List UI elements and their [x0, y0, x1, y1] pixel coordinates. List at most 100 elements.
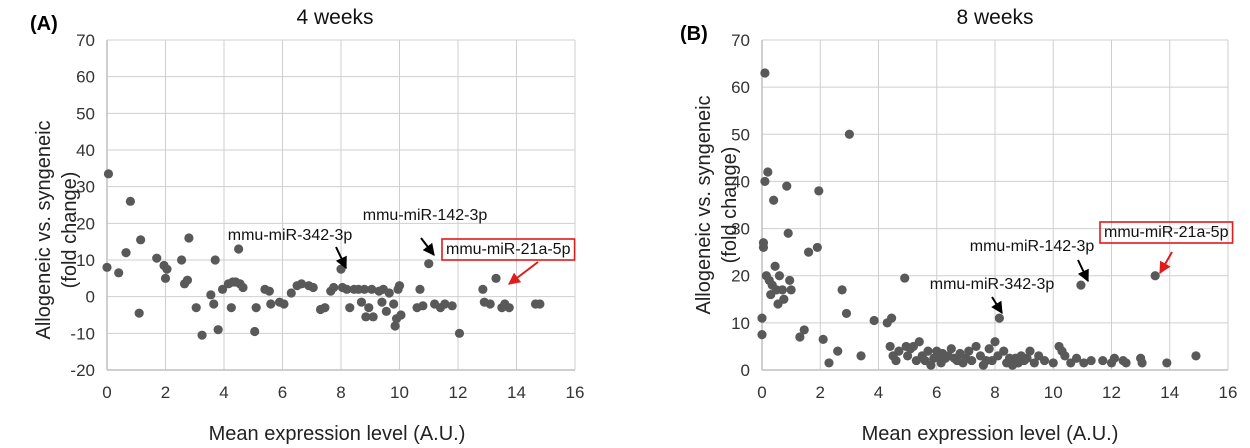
- data-point: [396, 310, 406, 320]
- data-point: [424, 259, 434, 269]
- data-point: [368, 312, 378, 322]
- annotation-arrow: [508, 261, 539, 285]
- annotation-highlight-box: [1099, 221, 1234, 244]
- data-point: [1022, 353, 1032, 363]
- data-point: [812, 242, 822, 253]
- data-point: [1191, 351, 1201, 361]
- data-point: [1162, 358, 1172, 368]
- data-point: [758, 238, 769, 248]
- y-tick-label: 40: [731, 172, 750, 191]
- data-point: [785, 275, 795, 286]
- data-point: [384, 288, 394, 298]
- data-point: [1071, 353, 1082, 363]
- y-tick-label: 0: [86, 288, 95, 307]
- data-points: [102, 169, 545, 340]
- data-point: [210, 255, 220, 265]
- data-point: [990, 337, 1000, 347]
- data-point: [356, 297, 367, 307]
- data-point: [250, 326, 260, 337]
- x-tick-label: 6: [278, 383, 287, 402]
- data-point: [837, 285, 847, 295]
- y-tick-label: 0: [741, 361, 750, 380]
- data-point: [1076, 280, 1086, 290]
- y-tick-label: 60: [731, 78, 750, 97]
- y-tick-label: 60: [76, 68, 95, 87]
- data-point: [381, 306, 391, 316]
- data-point: [1109, 353, 1120, 363]
- data-point: [887, 313, 897, 323]
- data-point: [114, 268, 124, 278]
- data-point: [774, 271, 785, 281]
- y-tick-label: 30: [731, 220, 750, 239]
- data-point: [1060, 351, 1070, 361]
- data-point: [1079, 358, 1089, 368]
- data-point: [279, 299, 289, 309]
- data-point: [491, 273, 501, 283]
- y-axis-label-line-2: (fold change): [59, 172, 81, 289]
- data-point: [900, 273, 910, 283]
- data-point: [903, 351, 913, 361]
- data-point: [535, 299, 545, 309]
- x-tick-label: 16: [566, 383, 585, 402]
- data-point: [209, 299, 219, 309]
- data-point: [226, 303, 236, 313]
- y-tick-labels: -20 -10 0 10 20 30 40 50 60 70: [70, 31, 95, 380]
- data-point: [824, 358, 834, 368]
- x-tick-label: 0: [757, 383, 766, 402]
- data-point: [763, 167, 773, 177]
- data-point: [1086, 355, 1096, 366]
- y-tick-label: -10: [70, 324, 95, 343]
- y-tick-label: 20: [731, 267, 750, 286]
- panel-a-chart: (A) 4 weeks Allogeneic vs. syngeneic (fo…: [30, 6, 584, 445]
- y-tick-label: 50: [76, 104, 95, 123]
- panel-b-chart: (B) 8 weeks Allogeneic vs. syngeneic (fo…: [680, 6, 1237, 445]
- data-point: [320, 303, 330, 313]
- data-point: [238, 282, 248, 293]
- y-tick-labels: 0 10 20 30 40 50 60 70: [731, 31, 750, 380]
- x-tick-labels: 0 2 4 6 8 10 12 14 16: [102, 383, 584, 402]
- annotation-label: mmu-miR-142-3p: [363, 207, 488, 224]
- data-point: [345, 303, 355, 313]
- data-point: [914, 337, 924, 347]
- data-point: [760, 176, 770, 187]
- x-tick-label: 10: [390, 383, 409, 402]
- data-point: [217, 284, 228, 294]
- data-point: [394, 281, 405, 291]
- x-tick-labels: 0 2 4 6 8 10 12 14 16: [757, 383, 1237, 402]
- data-point: [251, 303, 261, 313]
- x-tick-label: 4: [219, 383, 228, 402]
- annotation-label: mmu-miR-21a-5p: [446, 241, 571, 258]
- x-axis-label: Mean expression level (A.U.): [209, 423, 466, 445]
- data-point: [125, 196, 135, 206]
- data-point: [266, 299, 276, 309]
- data-point: [102, 262, 112, 272]
- data-point: [329, 282, 339, 293]
- data-point: [757, 313, 767, 323]
- y-tick-label: 30: [76, 178, 95, 197]
- data-point: [1098, 355, 1108, 366]
- data-point: [869, 315, 879, 326]
- x-tick-label: 16: [1219, 383, 1238, 402]
- annotation-arrow: [991, 296, 1003, 315]
- data-point: [160, 273, 171, 283]
- data-point: [440, 299, 450, 309]
- grid-lines: [106, 39, 576, 371]
- data-point: [286, 288, 296, 298]
- data-point: [782, 181, 792, 191]
- chart-title: 8 weeks: [956, 6, 1033, 29]
- data-point: [964, 346, 974, 356]
- x-tick-label: 12: [449, 383, 468, 402]
- data-point: [152, 253, 162, 263]
- annotation-highlight-box: [441, 238, 576, 261]
- y-tick-label: 70: [76, 31, 95, 50]
- data-point: [770, 261, 780, 271]
- data-point: [234, 244, 244, 254]
- y-tick-label: 10: [731, 314, 750, 333]
- y-tick-label: 40: [76, 141, 95, 160]
- data-point: [777, 285, 787, 295]
- data-point: [361, 312, 371, 322]
- data-point: [999, 346, 1009, 356]
- data-point: [885, 341, 895, 352]
- annotation-label: mmu-miR-342-3p: [930, 276, 1055, 293]
